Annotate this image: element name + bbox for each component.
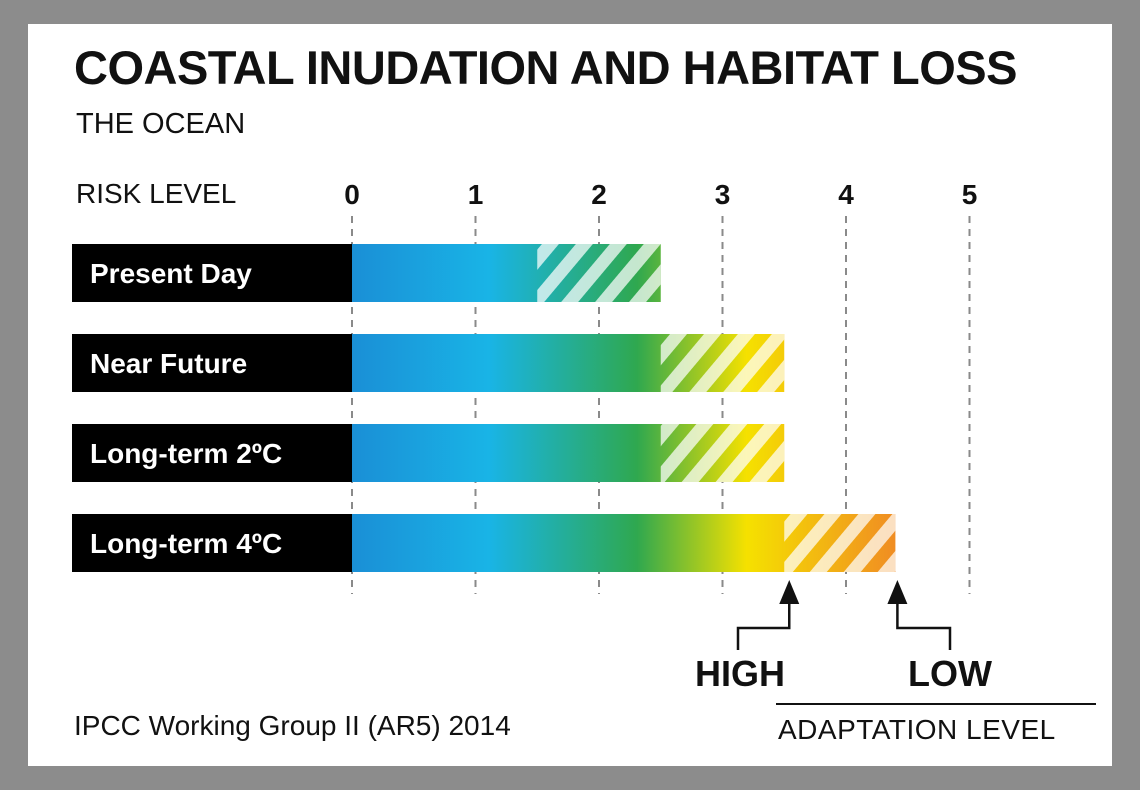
row-label: Near Future bbox=[90, 348, 247, 379]
infographic-card bbox=[28, 24, 1112, 766]
row-label: Long-term 4ºC bbox=[90, 528, 282, 559]
row-label-bg bbox=[72, 334, 352, 392]
tick-label-3: 3 bbox=[715, 179, 731, 210]
tick-label-4: 4 bbox=[838, 179, 854, 210]
row-label: Long-term 2ºC bbox=[90, 438, 282, 469]
adaptation-range-hatch bbox=[784, 514, 896, 572]
chart-rows: Present Day Near Future Long-term 2ºC Long-… bbox=[72, 244, 896, 572]
adaptation-annotations: HIGH LOW bbox=[695, 580, 1096, 705]
adaptation-level-label: ADAPTATION LEVEL bbox=[778, 714, 1056, 745]
low-label: LOW bbox=[908, 653, 992, 694]
adaptation-range-hatch bbox=[660, 424, 785, 482]
adaptation-range-hatch bbox=[537, 244, 661, 302]
adaptation-range-hatch bbox=[660, 334, 785, 392]
row-label-bg bbox=[72, 424, 352, 482]
high-label: HIGH bbox=[695, 653, 785, 694]
chart-row: Near Future bbox=[72, 334, 785, 392]
risk-ticks: 0 1 2 3 4 5 bbox=[344, 179, 977, 210]
chart-row: Present Day bbox=[72, 244, 661, 302]
chart-row: Long-term 2ºC bbox=[72, 424, 785, 482]
row-label: Present Day bbox=[90, 258, 252, 289]
tick-label-5: 5 bbox=[962, 179, 978, 210]
tick-label-1: 1 bbox=[468, 179, 484, 210]
low-adaptation-arrow bbox=[887, 580, 952, 650]
row-label-bg bbox=[72, 244, 352, 302]
risk-level-axis-label: RISK LEVEL bbox=[76, 178, 237, 209]
chart-row: Long-term 4ºC bbox=[72, 514, 896, 572]
tick-label-0: 0 bbox=[344, 179, 360, 210]
high-adaptation-arrow bbox=[736, 580, 800, 650]
source-credit: IPCC Working Group II (AR5) 2014 bbox=[74, 710, 511, 741]
tick-label-2: 2 bbox=[591, 179, 607, 210]
chart-title: COASTAL INUDATION AND HABITAT LOSS bbox=[74, 41, 1017, 94]
row-label-bg bbox=[72, 514, 352, 572]
chart-subtitle: THE OCEAN bbox=[76, 108, 246, 140]
